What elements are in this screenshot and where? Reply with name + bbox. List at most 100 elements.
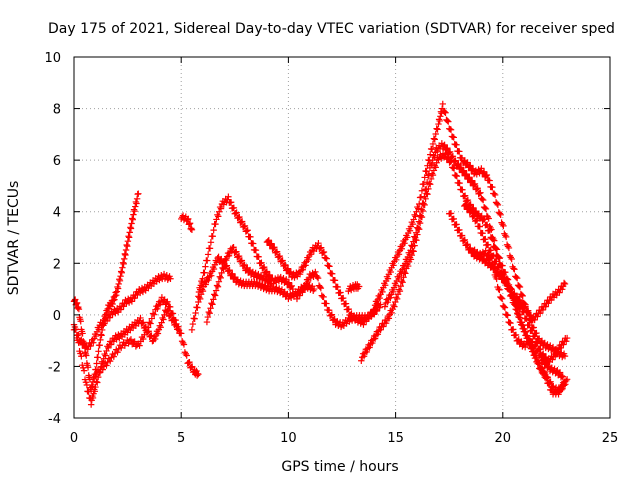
- data-point: [355, 283, 363, 290]
- data-point: [450, 134, 457, 141]
- data-point: [209, 301, 216, 308]
- data-point: [102, 352, 109, 359]
- data-point: [285, 279, 293, 286]
- data-point: [466, 163, 473, 170]
- data-point: [504, 280, 511, 287]
- data-point: [491, 191, 499, 199]
- data-point: [299, 266, 306, 273]
- data-point: [164, 298, 171, 305]
- data-point: [493, 258, 500, 265]
- data-point: [117, 306, 125, 313]
- data-point: [202, 281, 209, 288]
- data-point: [441, 141, 448, 149]
- data-point: [395, 251, 403, 258]
- data-point: [131, 338, 138, 345]
- data-point: [461, 236, 469, 244]
- data-point: [208, 300, 215, 307]
- data-point: [468, 177, 476, 184]
- data-point: [111, 296, 118, 303]
- data-point: [495, 285, 502, 293]
- data-point: [244, 227, 251, 234]
- data-point: [212, 220, 219, 228]
- data-point: [484, 251, 491, 259]
- data-point: [304, 278, 312, 286]
- data-point: [500, 303, 508, 310]
- data-point: [289, 285, 296, 293]
- data-point: [209, 233, 216, 240]
- data-point: [441, 151, 449, 159]
- data-point: [154, 305, 161, 313]
- data-point: [546, 380, 553, 387]
- data-point: [121, 250, 129, 258]
- data-point: [401, 240, 408, 247]
- data-point: [485, 215, 492, 222]
- data-point: [130, 211, 137, 218]
- data-point: [79, 340, 87, 348]
- data-point: [210, 226, 217, 234]
- data-point: [111, 292, 119, 300]
- data-point: [487, 255, 494, 262]
- data-point: [515, 282, 523, 290]
- data-point: [464, 196, 472, 204]
- data-point: [515, 300, 522, 307]
- data-point: [453, 141, 460, 149]
- data-point: [474, 248, 481, 256]
- data-point: [408, 242, 415, 249]
- data-point: [230, 244, 237, 251]
- data-point: [358, 357, 365, 364]
- data-point: [94, 373, 102, 381]
- data-point: [511, 266, 518, 273]
- data-point: [169, 310, 177, 317]
- data-point: [493, 200, 501, 207]
- data-point: [163, 299, 170, 307]
- data-point: [132, 198, 140, 206]
- y-tick-label: 0: [53, 309, 61, 324]
- data-point: [531, 332, 539, 340]
- data-point: [267, 282, 274, 289]
- data-point: [130, 206, 138, 213]
- data-point: [83, 352, 90, 359]
- data-point: [238, 257, 246, 264]
- data-point: [476, 223, 484, 230]
- data-point: [520, 308, 528, 316]
- data-point: [435, 120, 442, 128]
- data-point: [490, 263, 498, 270]
- data-point: [523, 315, 530, 322]
- data-point: [395, 275, 402, 283]
- data-point: [465, 174, 472, 182]
- data-point: [199, 275, 206, 282]
- data-point: [431, 153, 438, 161]
- data-point: [404, 234, 411, 241]
- data-point: [561, 378, 569, 386]
- series-sat-j: [293, 268, 384, 331]
- data-point: [545, 300, 552, 307]
- data-point: [450, 215, 457, 223]
- data-point: [126, 229, 133, 236]
- data-point: [203, 318, 211, 326]
- data-point: [230, 204, 238, 212]
- data-point: [501, 304, 509, 311]
- data-point: [382, 319, 390, 327]
- data-point: [219, 264, 226, 272]
- series-sat-d: [92, 294, 202, 380]
- data-point: [550, 382, 557, 390]
- data-point: [98, 332, 105, 339]
- data-point: [543, 359, 550, 366]
- data-point: [227, 199, 235, 206]
- data-point: [428, 146, 436, 153]
- data-point: [459, 168, 467, 175]
- data-point: [109, 300, 116, 308]
- data-point: [213, 259, 220, 266]
- data-point: [498, 269, 506, 276]
- data-point: [110, 297, 117, 304]
- data-point: [505, 244, 513, 252]
- data-point: [106, 357, 114, 365]
- data-point: [77, 318, 84, 325]
- data-point: [461, 192, 469, 199]
- data-point: [561, 280, 569, 288]
- data-point: [429, 140, 437, 148]
- data-point: [326, 263, 333, 270]
- data-point: [137, 314, 144, 322]
- data-point: [515, 311, 523, 319]
